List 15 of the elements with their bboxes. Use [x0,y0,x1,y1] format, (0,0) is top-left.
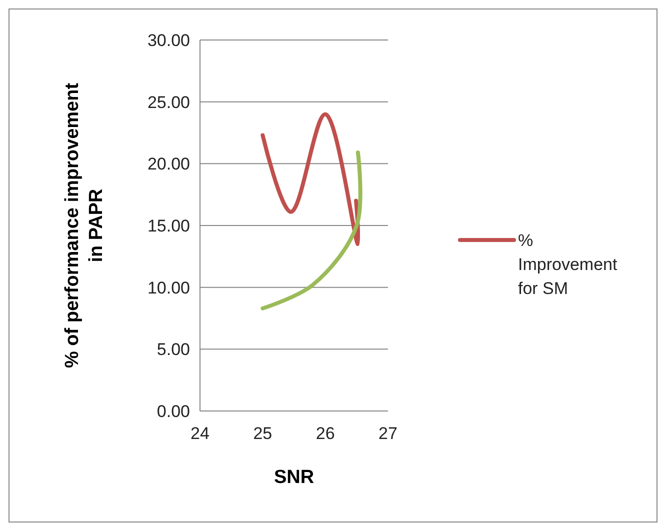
y-tick-label: 10.00 [147,278,190,298]
y-tick-label: 20.00 [147,154,190,174]
y-tick-label: 15.00 [147,216,190,236]
line-series [260,112,360,246]
y-axis-title: % of performance improvement in PAPR [62,82,107,368]
y-tick-label: 5.00 [156,340,190,360]
x-tick-label: 26 [316,424,335,443]
x-axis-title: SNR [274,467,314,488]
x-tick-label: 24 [190,424,210,443]
y-tick-label: 0.00 [156,402,190,421]
x-tick-label: 27 [378,424,398,443]
legend-label: % Improvement for SM [518,231,618,298]
y-tick-label: 30.00 [147,30,190,50]
x-tick-label: 25 [253,424,272,443]
y-tick-label: 25.00 [147,92,190,112]
